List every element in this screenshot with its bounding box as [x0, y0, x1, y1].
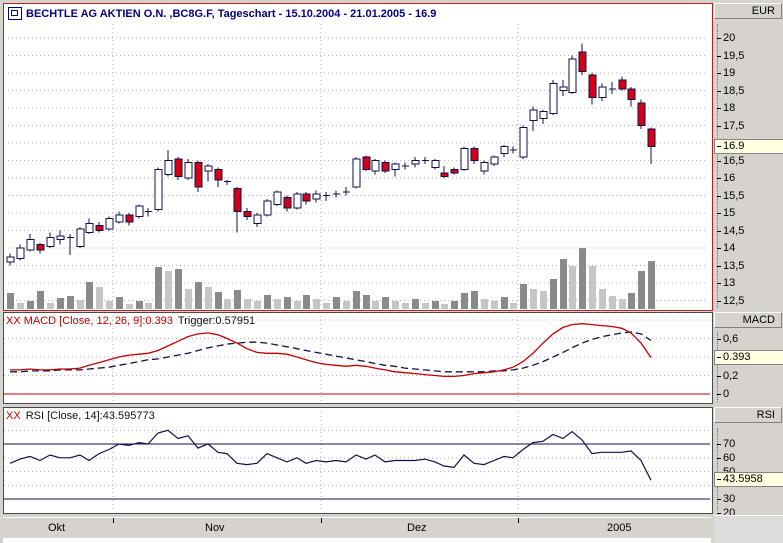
axis-tick-label: 13: [716, 277, 736, 289]
price-chart-panel: BECHTLE AG AKTIEN O.N. ,BC8G.F, Tagescha…: [3, 3, 713, 311]
axis-tick-label: 16: [716, 172, 736, 184]
axis-tick-label: 0,2: [716, 369, 739, 382]
macd-label-trigger: Trigger:0.57951: [177, 315, 256, 327]
macd-chart[interactable]: [4, 313, 712, 403]
rsi-label-icon: XX: [6, 410, 21, 422]
chart-window-icon: [8, 7, 22, 20]
macd-axis-line: [717, 331, 719, 402]
rsi-label-value: RSI [Close, 14]:43.595773: [25, 410, 155, 422]
axis-tick-label: 14: [716, 242, 736, 254]
axis-tick-label: 15,5: [716, 189, 745, 202]
candlestick-chart[interactable]: [4, 4, 712, 310]
axis-tick-label: 0: [716, 388, 730, 400]
macd-panel: [3, 312, 713, 404]
axis-tick-label: 0,6: [716, 332, 739, 345]
axis-tick-label: 70: [716, 438, 736, 450]
price-axis-line: [717, 24, 719, 308]
axis-tick-label: 18,5: [716, 84, 745, 97]
macd-indicator-label: XX MACD [Close, 12, 26, 9]:0.393 Trigger:…: [6, 315, 255, 327]
month-label: Nov: [205, 522, 225, 534]
axis-tick-label: 13,5: [716, 259, 745, 272]
month-tick: [518, 518, 519, 523]
rsi-axis-line: [717, 428, 719, 510]
chart-title-text: BECHTLE AG AKTIEN O.N. ,BC8G.F, Tagescha…: [26, 7, 437, 20]
rsi-indicator-label: XX RSI [Close, 14]:43.595773: [6, 410, 155, 422]
axis-tick-label: 14,5: [716, 224, 745, 237]
window-bottom-strip: [3, 538, 711, 543]
macd-label-value: XX MACD [Close, 12, 26, 9]:0.393: [6, 315, 173, 327]
macd-axis-header: MACD: [714, 312, 782, 328]
current-macd-marker: 0.393: [714, 349, 783, 365]
axis-tick-label: 60: [716, 451, 736, 464]
axis-tick-label: 20: [716, 32, 736, 44]
axis-tick-label: 30: [716, 493, 736, 505]
axis-corner-box: [714, 515, 783, 543]
chart-title: BECHTLE AG AKTIEN O.N. ,BC8G.F, Tagescha…: [8, 7, 436, 20]
value-axis: EUR 20 19,5 19 18,5 18 17,5 16,5 16 15,5 15 14,5 14…: [714, 0, 783, 543]
rsi-panel: [3, 407, 713, 514]
axis-tick-label: 19,5: [716, 49, 745, 62]
axis-tick-label: 18: [716, 102, 736, 114]
axis-tick-label: 19: [716, 67, 736, 79]
month-label: Dez: [407, 522, 427, 534]
axis-tick-label: 16,5: [716, 154, 745, 167]
axis-tick-label: 20: [716, 506, 736, 519]
price-axis-header: EUR: [714, 3, 782, 19]
axis-tick-label: 12,5: [716, 294, 745, 307]
axis-tick-label: 17,5: [716, 119, 745, 132]
month-label: 2005: [607, 522, 632, 534]
time-axis: Okt Nov Dez 2005: [3, 517, 711, 538]
current-price-marker: 16.9: [714, 138, 783, 154]
current-rsi-marker: 43.5958: [714, 472, 783, 488]
rsi-chart[interactable]: [4, 408, 712, 513]
month-tick: [113, 518, 114, 523]
month-label: Okt: [48, 522, 66, 534]
rsi-axis-header: RSI: [714, 407, 782, 423]
axis-tick-label: 50: [716, 466, 735, 478]
month-tick: [321, 518, 322, 523]
axis-tick-label: 15: [716, 207, 736, 219]
